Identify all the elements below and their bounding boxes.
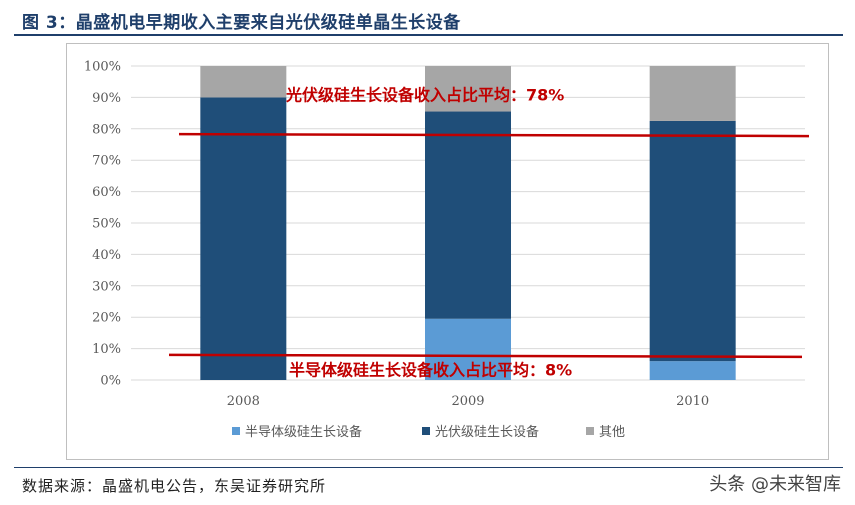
figure-title: 图 3：晶盛机电早期收入主要来自光伏级硅单晶生长设备 xyxy=(22,13,461,33)
y-tick-label: 10% xyxy=(92,342,121,357)
bar-segment xyxy=(425,66,511,112)
x-tick-label: 2010 xyxy=(676,394,709,409)
y-tick-label: 60% xyxy=(92,185,121,200)
bar-segment xyxy=(425,111,511,319)
y-tick-label: 50% xyxy=(92,217,121,232)
chart-area: 0% 10% 20% 30% 40% 50% 60% 70% 80% 90% 100% 2008 200… xyxy=(66,43,829,460)
y-tick-label: 100% xyxy=(84,60,121,75)
average-label-pv: 光伏级硅生长设备收入占比平均：78% xyxy=(285,86,564,105)
bar-segment xyxy=(649,66,736,121)
average-label-semi: 半导体级硅生长设备收入占比平均：8% xyxy=(289,360,572,379)
legend-label: 其他 xyxy=(599,425,625,440)
y-tick-label: 70% xyxy=(92,154,121,169)
stacked-bar-chart: 0% 10% 20% 30% 40% 50% 60% 70% 80% 90% 100% 2008 200… xyxy=(84,60,810,440)
average-line-pv xyxy=(178,132,810,138)
watermark: 头条 @未来智库 xyxy=(709,474,841,495)
bar-segment xyxy=(649,120,736,362)
bar-segment xyxy=(649,361,736,380)
y-tick-label: 80% xyxy=(92,122,121,137)
title-divider xyxy=(14,34,843,36)
average-line-semi xyxy=(168,353,803,359)
x-tick-label: 2009 xyxy=(451,394,484,409)
bottom-divider xyxy=(14,467,843,468)
legend-label: 半导体级硅生长设备 xyxy=(245,424,362,440)
y-tick-label: 20% xyxy=(92,311,121,326)
y-tick-label: 40% xyxy=(92,248,121,263)
x-tick-label: 2008 xyxy=(227,394,260,409)
legend-label: 光伏级硅生长设备 xyxy=(435,424,539,440)
y-tick-label: 0% xyxy=(100,374,121,389)
y-tick-label: 90% xyxy=(92,91,121,106)
legend-swatch xyxy=(422,427,430,435)
y-tick-label: 30% xyxy=(92,279,121,294)
legend-swatch xyxy=(586,427,594,435)
source-note: 数据来源：晶盛机电公告，东吴证券研究所 xyxy=(22,477,327,495)
bar-segment xyxy=(200,97,287,381)
bar-segment xyxy=(425,318,511,380)
bar-segment xyxy=(200,66,287,98)
legend-swatch xyxy=(232,427,240,435)
